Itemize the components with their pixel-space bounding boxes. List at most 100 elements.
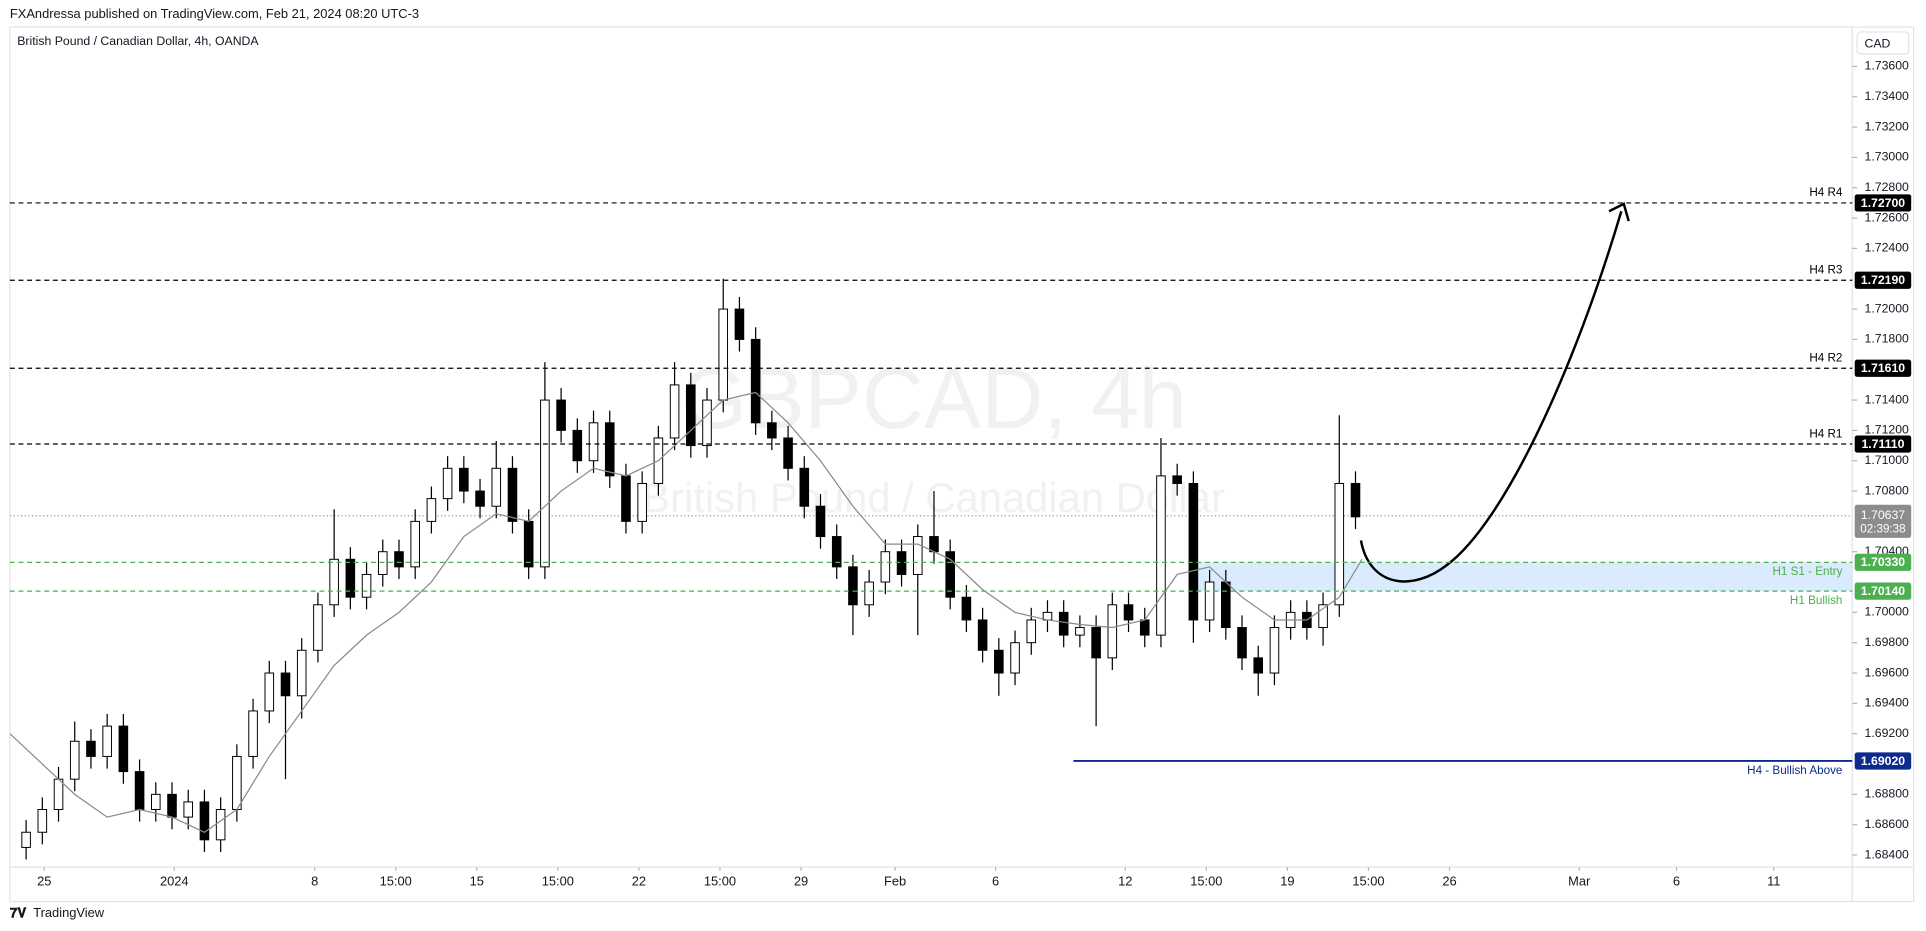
x-tick-label: 15 (470, 873, 484, 888)
level-price-label: 1.72700 (1861, 196, 1906, 210)
level-price-box (1854, 194, 1912, 212)
candle-body (1172, 475, 1182, 484)
candle-body (1026, 619, 1037, 644)
level-price-box (1854, 271, 1912, 289)
y-tick-label: 1.69200 (1865, 726, 1910, 740)
chart-frame (9, 26, 1915, 903)
x-tick-label: 8 (311, 873, 318, 888)
x-tick-label: 15:00 (542, 873, 574, 888)
y-tick-label: 1.71400 (1865, 392, 1910, 406)
y-tick-label: 1.71200 (1865, 423, 1910, 437)
candle-body (588, 422, 599, 462)
level-price-label: 1.70140 (1861, 584, 1906, 598)
candle-body (296, 649, 307, 697)
candle-body (523, 520, 534, 568)
level-price-box (1854, 752, 1912, 770)
y-tick-label: 1.72800 (1865, 180, 1910, 194)
level-price-box (1854, 582, 1912, 600)
candle-body (69, 740, 80, 780)
candle-body (199, 801, 210, 841)
candle-body (864, 581, 874, 606)
y-tick-label: 1.71000 (1865, 453, 1910, 467)
last-price-label: 1.70637 (1861, 508, 1906, 522)
x-tick-label: Mar (1568, 873, 1591, 888)
candle-body (1058, 611, 1069, 636)
candle-body (475, 490, 485, 507)
candle-body (394, 551, 404, 568)
level-name: H4 R3 (1809, 264, 1842, 277)
candle-body (313, 604, 323, 651)
y-tick-label: 1.73000 (1865, 150, 1910, 164)
y-tick-label: 1.73200 (1865, 119, 1910, 133)
level-price-label: 1.70330 (1861, 555, 1906, 569)
x-tick-label: 6 (992, 873, 999, 888)
candle-body (232, 755, 242, 810)
y-tick-label: 1.72000 (1865, 301, 1910, 315)
y-tick-label: 1.69400 (1865, 696, 1910, 710)
candle-body (1334, 482, 1345, 606)
candle-body (686, 384, 696, 447)
candle-body (621, 475, 631, 522)
x-tick-label: 11 (1767, 873, 1780, 888)
x-tick-label: 29 (794, 873, 808, 888)
x-tick-label: 15:00 (704, 873, 736, 888)
candle-body (459, 467, 469, 492)
chart-title: British Pound / Canadian Dollar, 4h, OAN… (17, 34, 259, 48)
candle-body (118, 725, 129, 773)
candle-body (1350, 482, 1361, 518)
currency-box (1856, 31, 1910, 55)
candle-body (831, 536, 842, 568)
candle-body (945, 551, 955, 598)
candle-body (767, 422, 777, 439)
candle-body (994, 649, 1004, 674)
x-tick-label: 15:00 (380, 873, 412, 888)
level-name: H1 S1 - Entry (1772, 565, 1842, 578)
level-price-box (1854, 435, 1912, 453)
candle-body (1123, 604, 1134, 621)
candle-body (702, 399, 712, 447)
y-tick-label: 1.70800 (1865, 483, 1910, 497)
candle-body (102, 725, 112, 757)
candle-body (669, 384, 680, 439)
x-tick-label: 26 (1442, 873, 1456, 888)
candle-body (799, 467, 810, 507)
arrow-head (1608, 202, 1630, 222)
candle-body (167, 793, 177, 818)
x-tick-label: 22 (632, 873, 646, 888)
candle-body (929, 536, 939, 553)
x-tick-label: 19 (1280, 873, 1294, 888)
candle-body (815, 505, 826, 538)
candle-body (361, 573, 372, 598)
countdown: 02:39:38 (1860, 522, 1905, 535)
y-tick-label: 1.69600 (1865, 665, 1910, 679)
moving-average (9, 391, 1363, 833)
candle-body (1107, 604, 1118, 659)
candle-body (248, 710, 258, 757)
y-tick-label: 1.69800 (1865, 635, 1910, 649)
y-tick-label: 1.68800 (1865, 787, 1910, 801)
projection-arrow (1359, 210, 1623, 583)
candle-body (1091, 627, 1101, 659)
x-tick-label: 6 (1673, 873, 1680, 888)
entry-zone (1196, 562, 1853, 592)
candle-body (442, 467, 453, 500)
level-price-label: 1.72190 (1861, 273, 1906, 287)
candle-body (134, 771, 145, 810)
candle-body (1269, 627, 1280, 674)
candle-body (1156, 475, 1166, 636)
candle-body (280, 672, 291, 697)
watermark-symbol: GBPCAD, 4h (680, 351, 1186, 447)
candle-body (53, 778, 64, 810)
candle-body (540, 399, 550, 568)
level-price-label: 1.71610 (1861, 361, 1906, 375)
candle-body (1221, 581, 1231, 629)
x-tick-label: 12 (1118, 873, 1132, 888)
y-tick-label: 1.68400 (1865, 847, 1910, 861)
candle-body (1075, 627, 1085, 636)
candle-body (572, 429, 583, 462)
candle-body (896, 551, 907, 575)
candle-body (507, 467, 518, 522)
level-price-box (1854, 553, 1912, 571)
x-tick-label: 15:00 (1352, 873, 1384, 888)
